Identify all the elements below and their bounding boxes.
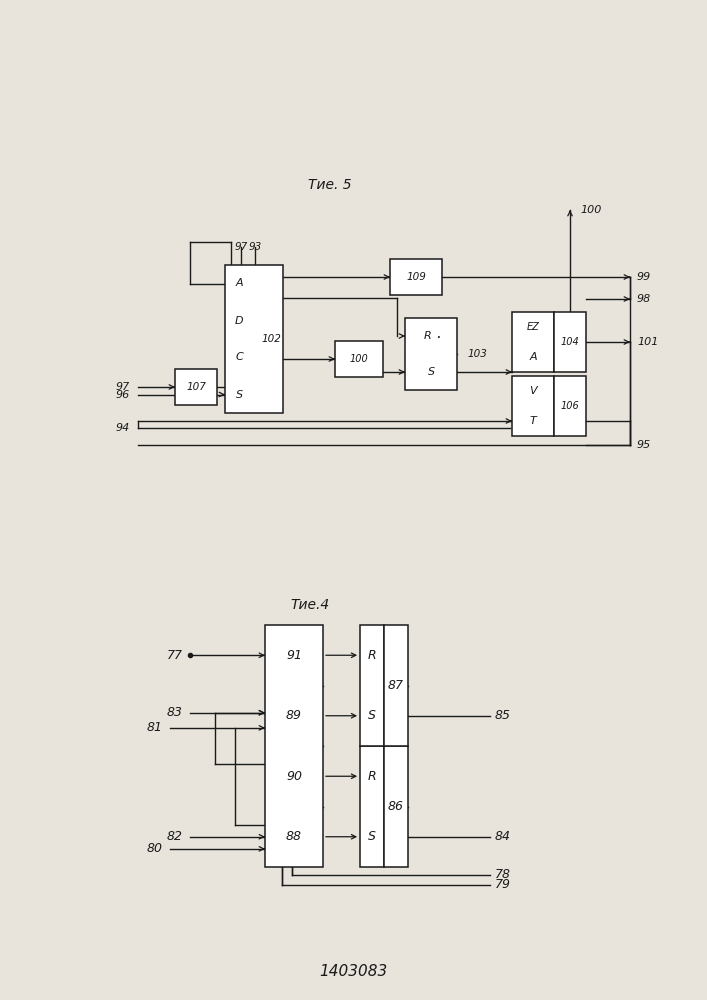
Text: A: A bbox=[235, 278, 243, 288]
Text: 99: 99 bbox=[637, 272, 651, 282]
Bar bbox=[554, 376, 586, 436]
Text: 77: 77 bbox=[167, 649, 183, 662]
Text: S: S bbox=[368, 709, 376, 722]
Text: D: D bbox=[235, 316, 244, 326]
Bar bbox=[335, 341, 383, 377]
Text: 83: 83 bbox=[167, 706, 183, 719]
Bar bbox=[360, 746, 384, 867]
Text: 96: 96 bbox=[116, 389, 130, 399]
Text: 91: 91 bbox=[286, 649, 302, 662]
Text: 82: 82 bbox=[167, 830, 183, 843]
Text: 86: 86 bbox=[388, 800, 404, 813]
Bar bbox=[390, 259, 442, 295]
Bar bbox=[225, 265, 283, 413]
Text: 85: 85 bbox=[495, 709, 511, 722]
Text: 97: 97 bbox=[116, 382, 130, 392]
Text: 84: 84 bbox=[495, 830, 511, 843]
Bar bbox=[360, 625, 384, 746]
Bar bbox=[175, 369, 217, 405]
Text: S: S bbox=[428, 367, 435, 377]
Bar bbox=[554, 312, 586, 372]
Text: 90: 90 bbox=[286, 770, 302, 783]
Text: 79: 79 bbox=[495, 879, 511, 892]
Text: 87: 87 bbox=[388, 679, 404, 692]
Text: 109: 109 bbox=[406, 272, 426, 282]
Text: 100: 100 bbox=[580, 205, 602, 215]
Text: V: V bbox=[529, 386, 537, 396]
Text: 93: 93 bbox=[249, 242, 262, 252]
Text: 78: 78 bbox=[495, 868, 511, 882]
Text: 81: 81 bbox=[147, 721, 163, 734]
Text: T: T bbox=[530, 416, 537, 426]
Text: EZ: EZ bbox=[527, 322, 539, 332]
Text: 94: 94 bbox=[116, 423, 130, 433]
Text: 107: 107 bbox=[186, 382, 206, 392]
Text: 106: 106 bbox=[561, 401, 579, 411]
Bar bbox=[512, 376, 554, 436]
Bar bbox=[384, 746, 408, 867]
Text: Τие.4: Τие.4 bbox=[291, 598, 329, 612]
Text: S: S bbox=[368, 830, 376, 843]
Text: S: S bbox=[236, 389, 243, 399]
Text: 102: 102 bbox=[262, 334, 281, 344]
Text: R: R bbox=[424, 331, 432, 341]
Text: A: A bbox=[529, 352, 537, 362]
Bar bbox=[512, 312, 554, 372]
Text: 88: 88 bbox=[286, 830, 302, 843]
Text: 1403083: 1403083 bbox=[319, 964, 387, 980]
Text: 103: 103 bbox=[467, 349, 487, 359]
Text: R: R bbox=[368, 770, 376, 783]
Text: 100: 100 bbox=[350, 354, 368, 364]
Text: 89: 89 bbox=[286, 709, 302, 722]
Text: C: C bbox=[235, 353, 243, 362]
Text: .: . bbox=[436, 326, 441, 340]
Text: R: R bbox=[368, 649, 376, 662]
Bar bbox=[405, 318, 457, 390]
Text: Τие. 5: Τие. 5 bbox=[308, 178, 352, 192]
Text: 95: 95 bbox=[637, 440, 651, 450]
Text: 80: 80 bbox=[147, 842, 163, 855]
Text: 101: 101 bbox=[637, 337, 658, 347]
Bar bbox=[384, 625, 408, 746]
Text: 98: 98 bbox=[637, 294, 651, 304]
Bar bbox=[265, 625, 323, 867]
Text: 104: 104 bbox=[561, 337, 579, 347]
Text: 97: 97 bbox=[235, 242, 248, 252]
